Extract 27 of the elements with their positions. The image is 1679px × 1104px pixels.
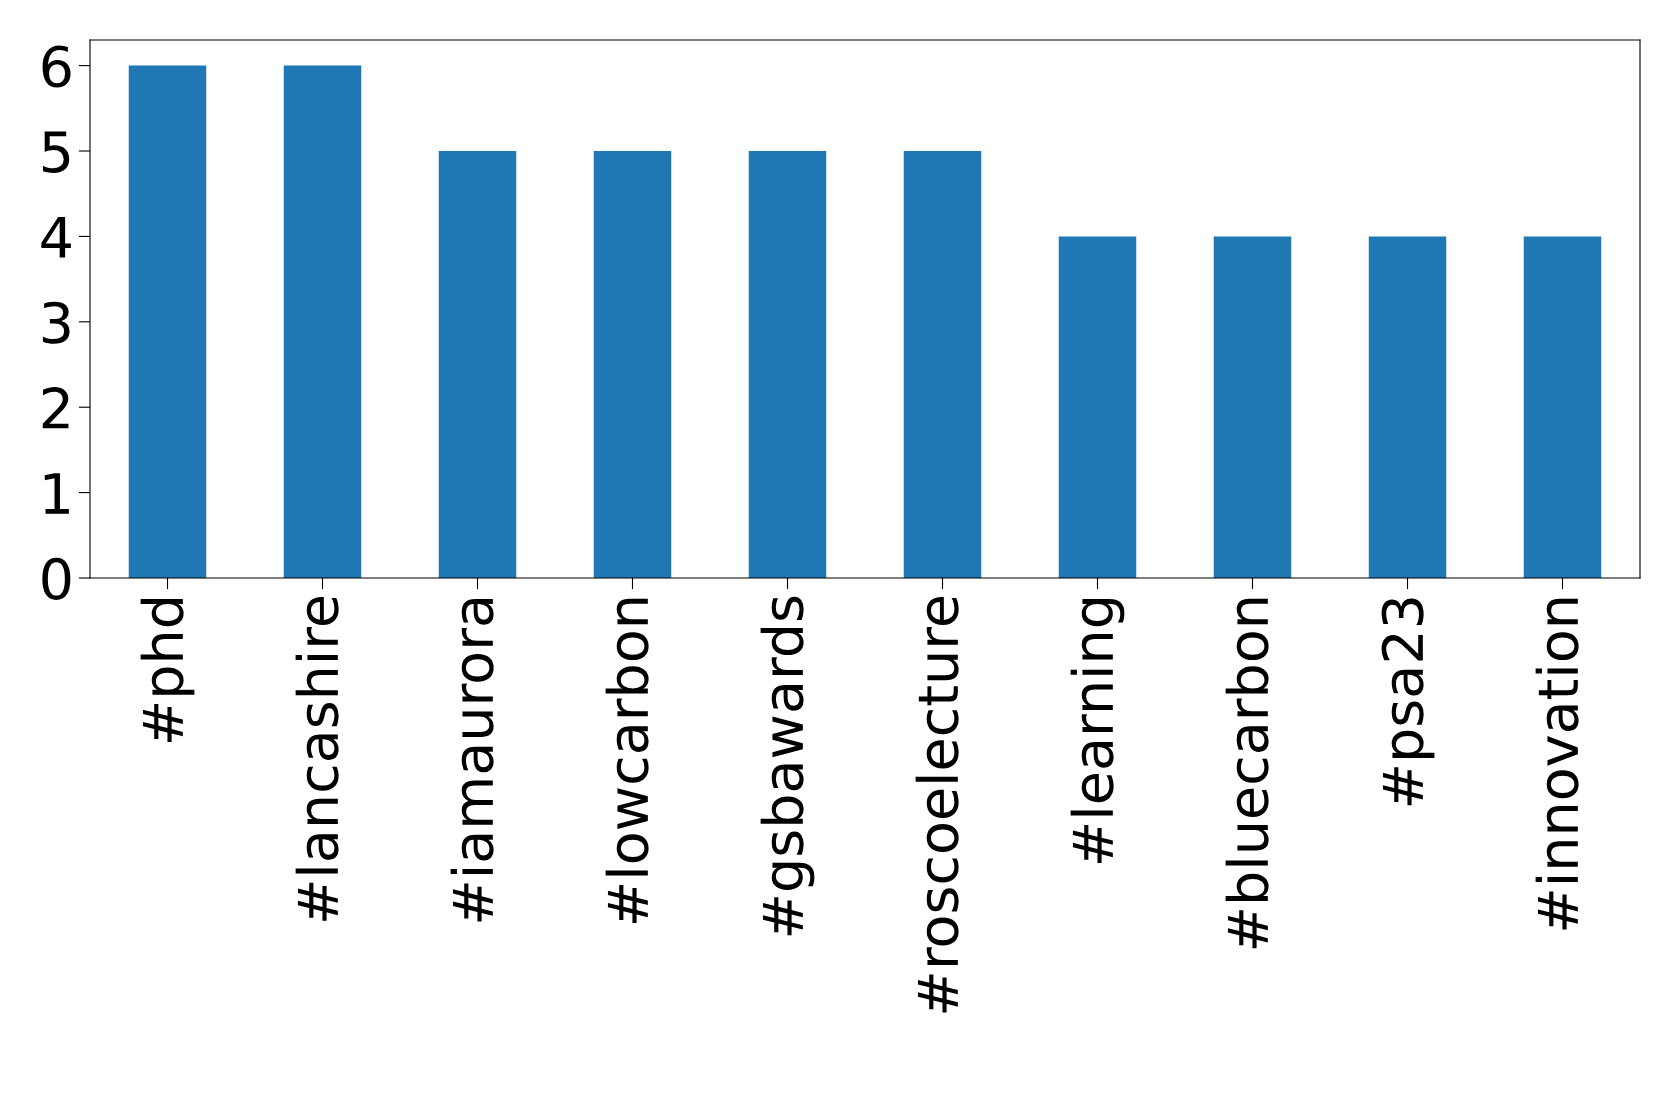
x-tick-label: #psa23 <box>1381 598 1435 806</box>
bar <box>1058 236 1137 578</box>
x-tick-label: #phd <box>140 599 195 742</box>
x-tick-label: #lowcarbon <box>605 598 649 923</box>
y-tick-label: 5 <box>42 131 70 173</box>
x-tick-label: #iamaurora <box>450 599 494 922</box>
y-tick-label: 1 <box>44 473 69 514</box>
bar <box>1213 236 1292 578</box>
bar <box>748 151 827 578</box>
bar <box>593 151 672 578</box>
y-tick-label: 4 <box>41 217 71 258</box>
y-tick-label: 0 <box>42 557 71 600</box>
x-tick-label: #innovation <box>1535 598 1579 930</box>
bar <box>283 65 362 578</box>
bar <box>1523 236 1602 578</box>
x-tick-label: #bluecarbon <box>1225 598 1269 949</box>
x-tick-label: #lancashire <box>295 596 339 921</box>
bar <box>1368 236 1447 578</box>
y-tick-label: 6 <box>42 45 71 88</box>
bar <box>128 65 207 578</box>
x-tick-label: #roscoelecture <box>915 596 959 1013</box>
x-tick-label: #learning <box>1070 599 1125 863</box>
y-tick-label: 3 <box>42 301 70 344</box>
x-tick-label: #gsbawards <box>760 596 815 936</box>
bar <box>438 151 517 578</box>
y-tick-label: 2 <box>42 387 69 429</box>
bar <box>903 151 982 578</box>
